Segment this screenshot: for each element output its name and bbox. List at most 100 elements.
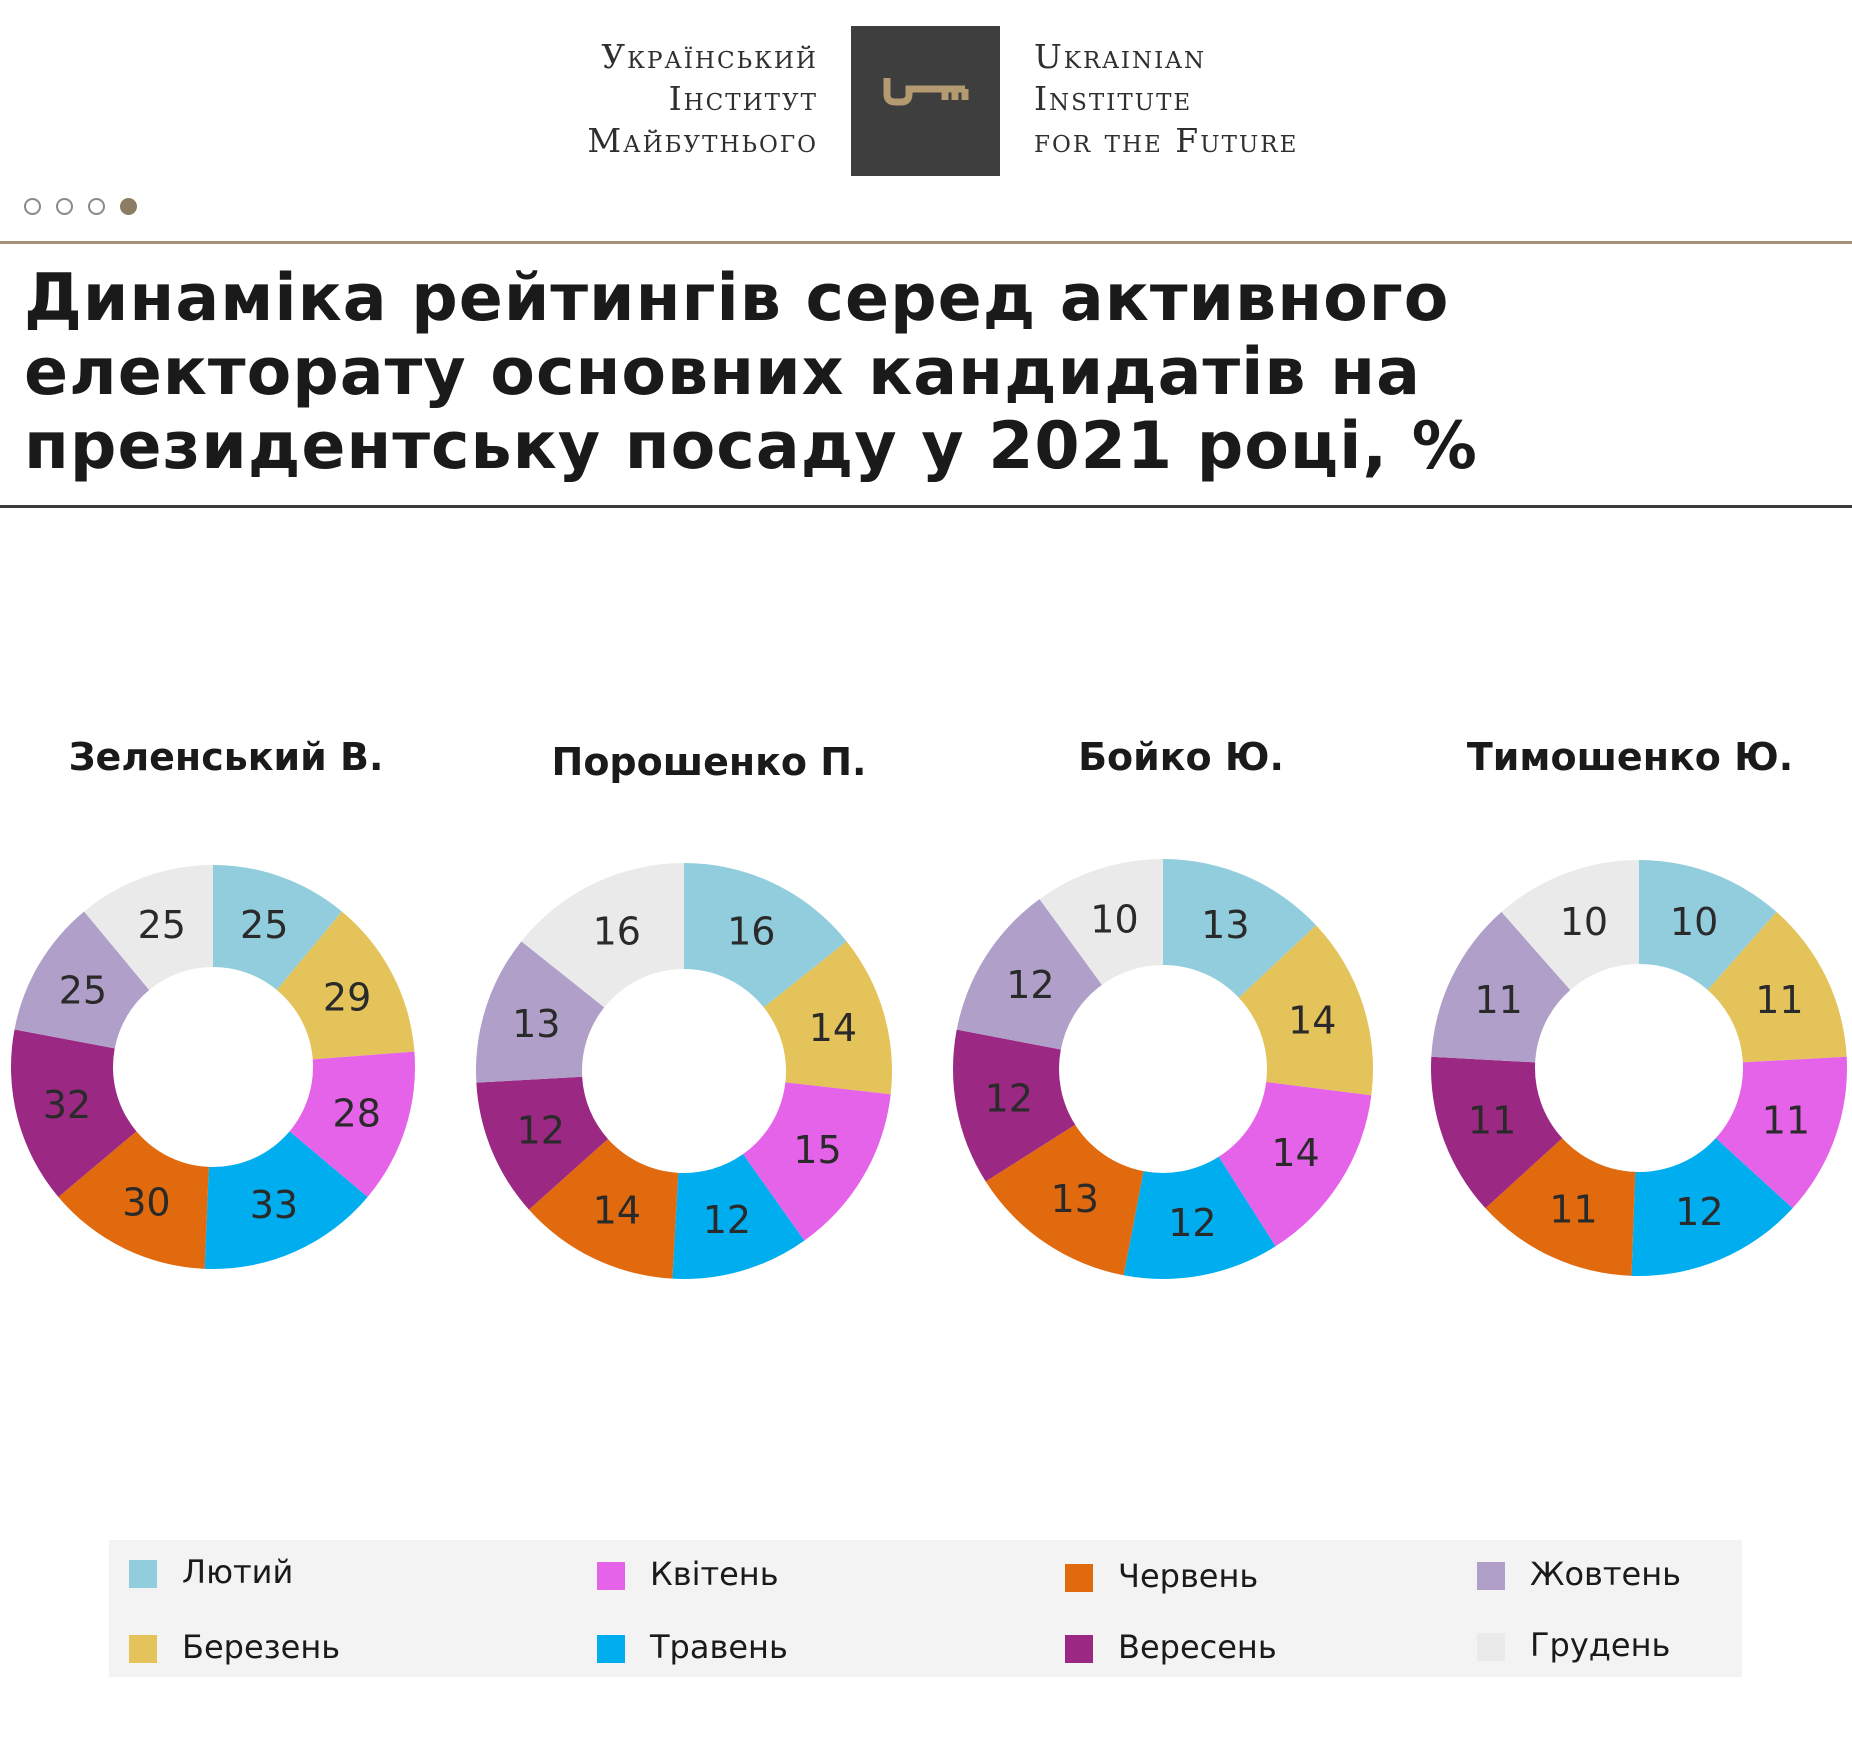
donut-value-label: 10 [1090, 898, 1138, 942]
legend-swatch [129, 1560, 157, 1588]
donut-slice-boyko-feb [1163, 859, 1317, 998]
donut-slice-boyko-sep [953, 1029, 1076, 1182]
logo-ua-line-3: Майбутнього [587, 121, 818, 160]
logo-en-line-1: Ukrainian [1034, 37, 1206, 76]
logo-en-line-2: Institute [1034, 79, 1193, 118]
pager-dot-2[interactable] [56, 198, 73, 215]
donut-slice-boyko-mar [1238, 925, 1373, 1096]
donut-value-label: 12 [1675, 1190, 1723, 1234]
donut-value-label: 25 [138, 903, 186, 947]
donut-value-label: 10 [1560, 900, 1608, 944]
donut-value-label: 11 [1468, 1098, 1516, 1142]
donut-slice-zelensky-feb [213, 865, 342, 991]
header-divider [0, 241, 1852, 244]
donut-value-label: 12 [985, 1076, 1033, 1120]
donut-value-label: 14 [809, 1006, 857, 1050]
donut-value-label: 13 [512, 1002, 560, 1046]
donut-value-label: 12 [517, 1108, 565, 1152]
donut-value-label: 13 [1201, 903, 1249, 947]
donut-value-label: 11 [1474, 978, 1522, 1022]
page-title: Динаміка рейтингів серед активного елект… [24, 261, 1478, 484]
donut-poroshenko: 16 14 15 12 14 12 13 16 [476, 863, 892, 1279]
chart-title-tymoshenko: Тимошенко Ю. [1466, 735, 1794, 779]
logo-mark [851, 26, 1000, 176]
key-icon [883, 78, 969, 106]
donut-value-label: 14 [1288, 998, 1336, 1042]
donut-slice-zelensky-oct [14, 911, 150, 1049]
donut-slice-poroshenko-mar [763, 941, 892, 1095]
legend-label: Грудень [1530, 1626, 1671, 1664]
donut-value-label: 10 [1670, 900, 1718, 944]
donut-tymoshenko: 10 11 11 12 11 11 11 10 [1430, 860, 1847, 1276]
donut-value-label: 12 [1168, 1201, 1216, 1245]
donut-slice-boyko-jun [985, 1124, 1144, 1276]
legend-label: Жовтень [1530, 1555, 1682, 1593]
donut-value-label: 11 [1762, 1098, 1810, 1142]
chart-title-poroshenko: Порошенко П. [551, 740, 867, 784]
donut-slice-zelensky-apr [289, 1051, 415, 1197]
donut-value-label: 32 [43, 1083, 91, 1127]
donut-slice-boyko-apr [1218, 1082, 1372, 1247]
donut-value-label: 16 [593, 909, 641, 953]
donut-value-label: 16 [727, 909, 775, 953]
donut-value-label: 25 [59, 968, 107, 1012]
donut-slice-poroshenko-may [672, 1154, 805, 1279]
donut-slice-poroshenko-apr [743, 1082, 891, 1241]
donut-slice-boyko-dec [1039, 859, 1163, 985]
pager-dot-1[interactable] [24, 198, 41, 215]
legend-label: Травень [650, 1628, 788, 1666]
donut-slice-zelensky-mar [276, 911, 415, 1060]
donut-slice-tymoshenko-oct [1431, 911, 1571, 1063]
donut-slice-poroshenko-jun [528, 1138, 679, 1279]
donut-slice-poroshenko-feb [684, 863, 847, 1008]
legend-swatch [597, 1635, 625, 1663]
logo-en-line-3: for the Future [1034, 121, 1299, 160]
donut-slice-tymoshenko-apr [1715, 1056, 1847, 1209]
donut-slice-boyko-oct [956, 899, 1102, 1050]
donut-value-label: 12 [1006, 963, 1054, 1007]
donut-slice-tymoshenko-mar [1707, 911, 1847, 1063]
legend: Лютий Березень Квітень Травень Червень В… [109, 1540, 1742, 1677]
donut-slice-zelensky-may [204, 1131, 368, 1269]
legend-swatch [597, 1562, 625, 1590]
donut-slice-tymoshenko-dec [1501, 860, 1639, 990]
pager-dot-3[interactable] [88, 198, 105, 215]
donut-slice-zelensky-sep [10, 1029, 137, 1197]
donut-value-label: 12 [703, 1198, 751, 1242]
legend-swatch [1065, 1635, 1093, 1663]
donut-slice-poroshenko-oct [476, 941, 605, 1083]
donut-slice-tymoshenko-may [1631, 1138, 1793, 1276]
logo-text-ua: Український Інститут Майбутнього [480, 36, 818, 162]
donut-boyko: 13 14 14 12 13 12 12 10 [953, 859, 1373, 1279]
donut-slice-tymoshenko-sep [1430, 1056, 1563, 1209]
logo-ua-line-1: Український [601, 37, 818, 76]
legend-label: Квітень [650, 1555, 779, 1593]
donut-slice-tymoshenko-feb [1639, 860, 1777, 990]
legend-label: Вересень [1118, 1628, 1277, 1666]
donut-value-label: 25 [240, 903, 288, 947]
donut-slice-zelensky-dec [84, 865, 214, 991]
donut-slice-poroshenko-dec [521, 863, 684, 1008]
donut-value-label: 13 [1051, 1177, 1099, 1221]
legend-label: Червень [1118, 1557, 1259, 1595]
donut-value-label: 14 [1271, 1131, 1319, 1175]
donut-value-label: 11 [1755, 978, 1803, 1022]
chart-title-zelensky: Зеленський В. [68, 735, 384, 779]
donut-zelensky: 25 29 28 33 30 32 25 25 [10, 865, 415, 1269]
chart-title-boyko: Бойко Ю. [1078, 735, 1284, 779]
donut-slice-zelensky-jun [58, 1131, 209, 1269]
donut-value-label: 14 [593, 1189, 641, 1233]
pager-dot-4[interactable] [120, 198, 137, 215]
donut-value-label: 15 [793, 1128, 841, 1172]
logo-text-en: Ukrainian Institute for the Future [1034, 36, 1454, 162]
donut-slice-poroshenko-sep [476, 1076, 608, 1210]
donut-value-label: 33 [250, 1183, 298, 1227]
legend-swatch [1477, 1633, 1505, 1661]
legend-swatch [129, 1635, 157, 1663]
legend-label: Лютий [182, 1553, 294, 1591]
donut-value-label: 11 [1549, 1188, 1597, 1232]
donut-slice-boyko-may [1123, 1156, 1276, 1279]
donut-value-label: 29 [323, 976, 371, 1020]
donut-value-label: 28 [333, 1091, 381, 1135]
